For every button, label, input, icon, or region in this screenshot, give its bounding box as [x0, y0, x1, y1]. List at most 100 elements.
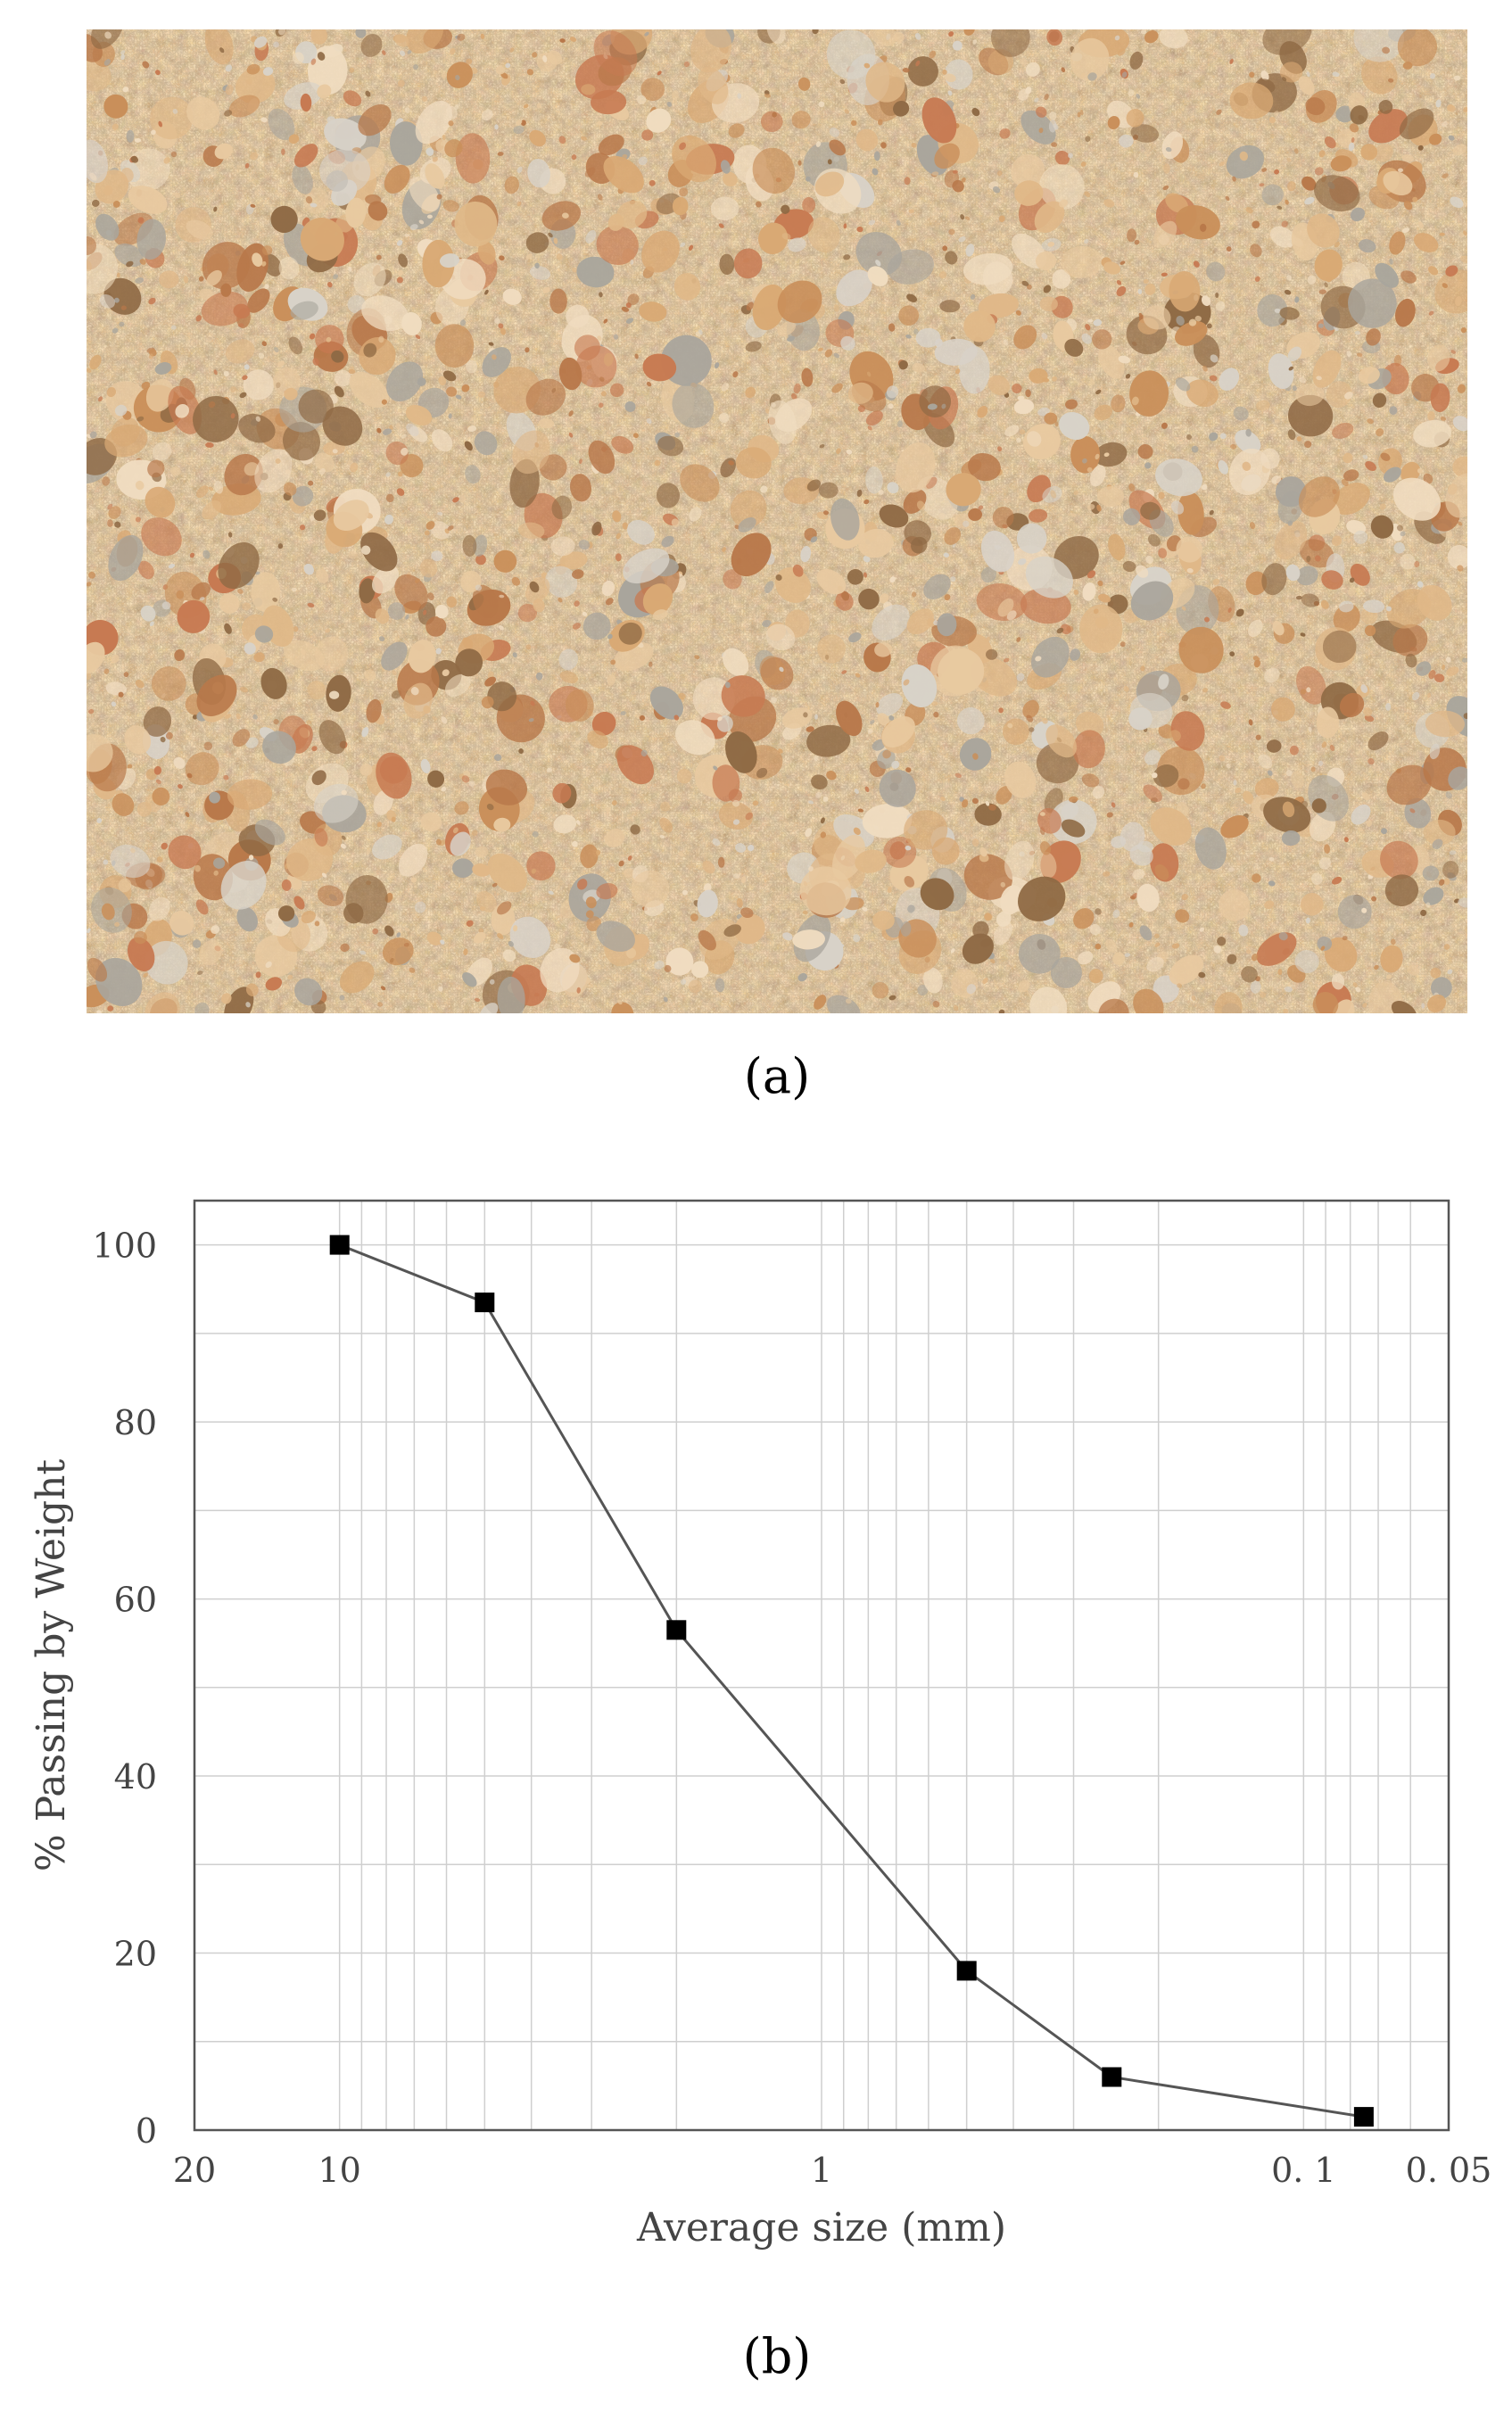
pebble: [1270, 697, 1295, 722]
y-tick-label: 80: [114, 1403, 157, 1442]
pebble: [292, 485, 314, 507]
pebble: [1250, 980, 1261, 994]
pebble: [761, 111, 783, 133]
pebble: [420, 812, 442, 832]
pebble: [607, 633, 613, 640]
pebble: [1013, 399, 1035, 415]
pebble: [1274, 308, 1282, 313]
pebble: [896, 219, 901, 227]
pebble: [764, 93, 771, 98]
pebble: [392, 670, 397, 675]
pebble: [186, 772, 193, 779]
pebble: [1095, 908, 1102, 915]
pebble: [732, 371, 739, 378]
pebble: [1459, 255, 1467, 264]
pebble: [338, 321, 345, 326]
pebble: [140, 605, 156, 622]
pebble: [398, 253, 408, 268]
pebble: [985, 800, 990, 806]
pebble: [601, 580, 615, 597]
pebble: [1258, 754, 1273, 769]
pebble: [1086, 467, 1093, 473]
pebble: [829, 127, 839, 137]
pebble: [272, 597, 278, 602]
pebble: [1177, 983, 1183, 988]
pebble: [1285, 770, 1293, 777]
pebble: [1391, 1001, 1417, 1013]
pebble: [581, 136, 587, 141]
pebble: [1364, 624, 1376, 637]
pebble: [1310, 872, 1323, 885]
pebble: [944, 169, 960, 188]
pebble: [1393, 541, 1405, 554]
pebble: [920, 853, 928, 863]
pebble: [800, 149, 806, 156]
pebble: [175, 403, 189, 418]
pebble: [963, 854, 1013, 900]
pebble: [1112, 952, 1126, 965]
pebble: [485, 769, 528, 805]
pebble: [214, 480, 224, 494]
pebble: [1367, 758, 1375, 765]
pebble: [246, 78, 252, 85]
pebble: [855, 849, 887, 873]
pebble: [774, 566, 811, 603]
pebble: [950, 948, 955, 954]
pebble: [1037, 851, 1057, 879]
pebble: [410, 877, 417, 883]
pebble: [484, 289, 489, 295]
pebble: [1186, 567, 1194, 574]
pebble: [596, 225, 639, 265]
pebble: [644, 31, 649, 37]
pebble: [126, 260, 134, 268]
pebble: [806, 726, 814, 732]
pebble: [90, 29, 124, 49]
pebble: [1396, 524, 1404, 532]
pebble: [308, 480, 314, 486]
pebble: [307, 602, 315, 607]
pebble: [718, 801, 754, 830]
pebble: [317, 52, 326, 61]
pebble: [87, 260, 92, 272]
pebble: [1020, 110, 1056, 145]
pebble: [1363, 599, 1385, 614]
pebble: [252, 714, 258, 720]
pebble: [673, 273, 701, 301]
pebble: [172, 109, 178, 114]
pebble: [1413, 233, 1439, 252]
pebble: [1191, 995, 1196, 1001]
pebble: [1250, 244, 1262, 258]
pebble: [339, 961, 375, 994]
pebble: [921, 97, 957, 144]
pebble: [1146, 956, 1164, 972]
pebble: [846, 449, 853, 455]
pebble: [1078, 951, 1094, 965]
pebble: [1000, 885, 1023, 915]
pebble: [741, 876, 747, 884]
pebble: [291, 587, 297, 592]
pebble: [1383, 467, 1401, 483]
pebble: [582, 611, 588, 616]
pebble: [1399, 108, 1434, 140]
pebble: [915, 641, 924, 648]
pebble: [1463, 106, 1467, 112]
pebble: [1111, 802, 1116, 808]
pebble: [343, 90, 362, 107]
pebble: [128, 186, 168, 214]
pebble: [666, 101, 673, 107]
pebble: [1426, 692, 1431, 698]
pebble: [1087, 72, 1097, 81]
pebble: [355, 29, 367, 38]
pebble: [866, 371, 872, 377]
pebble: [380, 986, 386, 991]
pebble: [758, 222, 789, 255]
pebble: [1077, 112, 1081, 118]
pebble: [448, 413, 452, 419]
pebble: [714, 362, 720, 369]
pebble: [1252, 873, 1261, 883]
pebble: [764, 408, 770, 414]
pebble: [856, 489, 863, 497]
pebble: [652, 609, 668, 621]
pebble: [1085, 324, 1091, 331]
pebble: [792, 929, 825, 950]
